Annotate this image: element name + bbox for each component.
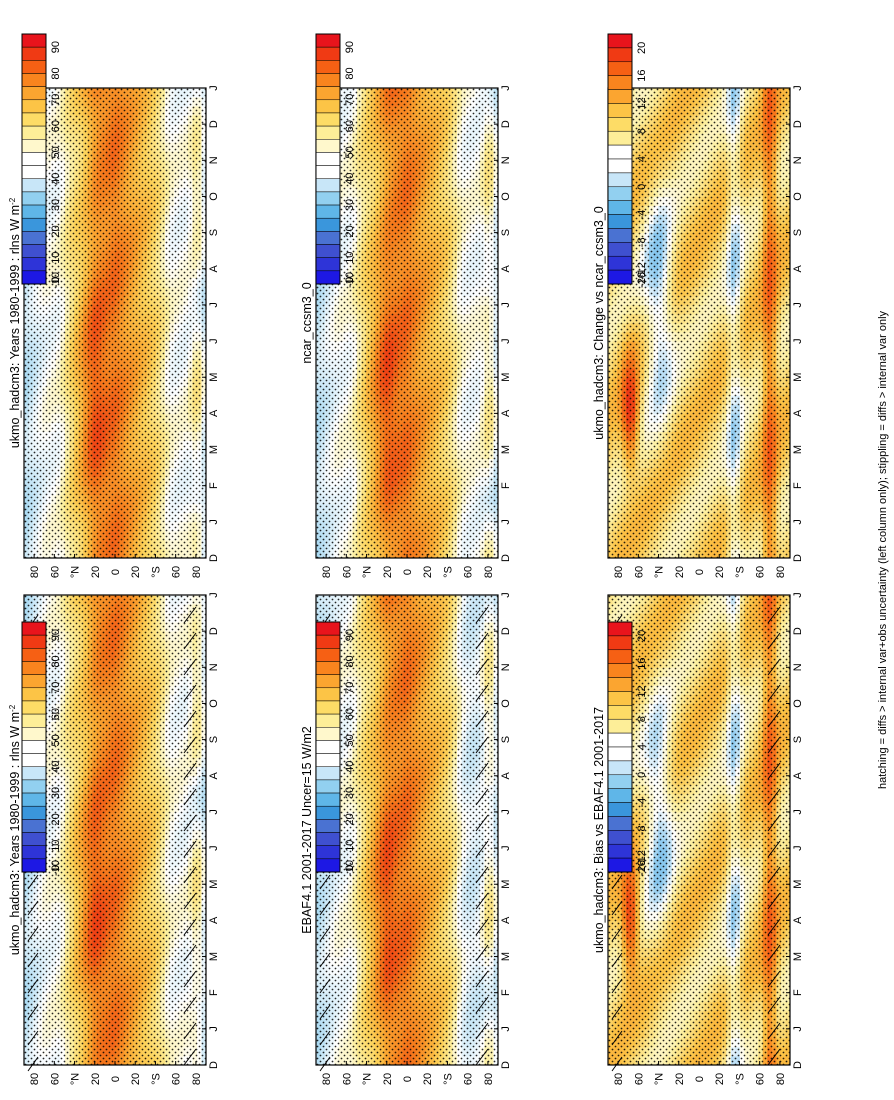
- hatch-mark: [27, 900, 39, 916]
- latitude-tick-label: 60: [49, 566, 61, 578]
- hatch-mark: [27, 926, 39, 942]
- month-tick-label: D: [208, 554, 220, 562]
- month-tick-label: J: [208, 809, 220, 815]
- hatch-mark: [183, 996, 197, 1014]
- hatch-mark: [183, 684, 197, 702]
- latitude-tick-label: °S: [150, 1073, 162, 1085]
- latitude-tick-label: 80: [191, 1073, 203, 1085]
- hatch-mark: [183, 710, 197, 728]
- latitude-tick-label: 80: [29, 566, 41, 578]
- latitude-tick-label: 20: [130, 566, 142, 578]
- latitude-tick-label: 0: [110, 1076, 122, 1082]
- latitude-tick-label: 60: [171, 566, 183, 578]
- month-tick-label: J: [208, 592, 220, 598]
- latitude-tick-label: 20: [90, 1073, 102, 1085]
- latitude-tick-label: 60: [49, 1073, 61, 1085]
- hatch-mark: [183, 1048, 197, 1066]
- hatch-mark: [183, 606, 197, 624]
- latitude-tick-label: °N: [70, 1073, 82, 1085]
- latitude-tick-label: 80: [29, 1073, 41, 1085]
- latitude-tick-label: °S: [150, 566, 162, 578]
- hatch-mark: [27, 952, 39, 968]
- hatch-mark: [183, 736, 197, 754]
- hatch-mark: [27, 978, 39, 994]
- hatch-mark: [183, 632, 197, 650]
- hatch-mark: [183, 762, 197, 780]
- title-superscript: -2: [8, 704, 17, 712]
- stippling: [24, 595, 206, 1065]
- stippling: [24, 88, 206, 558]
- month-tick-label: D: [208, 627, 220, 635]
- hatch-mark: [183, 944, 197, 962]
- hatch-mark: [183, 658, 197, 676]
- latitude-tick-label: 80: [191, 566, 203, 578]
- panel-title: ukmo_hadcm3: Years 1980-1999 : rlns W m-…: [8, 197, 23, 448]
- month-tick-label: J: [208, 302, 220, 308]
- title-superscript: -2: [8, 197, 17, 205]
- hatch-mark: [27, 1056, 39, 1072]
- month-tick-label: M: [208, 880, 220, 889]
- month-tick-label: J: [208, 1026, 220, 1032]
- month-tick-label: J: [208, 519, 220, 525]
- hatch-mark: [183, 1022, 197, 1040]
- hatch-mark: [27, 874, 39, 890]
- month-tick-label: D: [208, 120, 220, 128]
- month-tick-label: O: [208, 192, 220, 201]
- month-tick-label: N: [208, 663, 220, 671]
- month-tick-label: O: [208, 699, 220, 708]
- month-tick-label: A: [208, 916, 220, 924]
- hatch-mark: [183, 814, 197, 832]
- month-tick-label: M: [208, 445, 220, 454]
- month-tick-label: J: [208, 845, 220, 851]
- hatch-mark: [183, 892, 197, 910]
- month-tick-label: A: [208, 264, 220, 272]
- heatmap-panel-p2: D J F M A M J J A S O N D J 80 60 °N 20 0 20 °S 60 80 ukmo_hadc…: [8, 85, 221, 578]
- hatch-mark: [183, 788, 197, 806]
- latitude-tick-label: 60: [171, 1073, 183, 1085]
- latitude-tick-label: 0: [110, 569, 122, 575]
- hatch-mark: [183, 918, 197, 936]
- month-tick-label: S: [208, 229, 220, 236]
- hatch-mark: [183, 970, 197, 988]
- month-tick-label: N: [208, 156, 220, 164]
- month-tick-label: F: [208, 482, 220, 489]
- month-tick-label: A: [208, 771, 220, 779]
- month-tick-label: J: [208, 338, 220, 344]
- month-tick-label: J: [208, 85, 220, 91]
- month-tick-label: M: [208, 373, 220, 382]
- month-tick-label: D: [208, 1061, 220, 1069]
- hatch-mark: [27, 1030, 39, 1046]
- panel-title: ukmo_hadcm3: Years 1980-1999 : rlns W m-…: [8, 704, 23, 955]
- hatch-mark: [27, 1004, 39, 1020]
- hatch-mark: [183, 840, 197, 858]
- month-tick-label: M: [208, 952, 220, 961]
- month-tick-label: A: [208, 409, 220, 417]
- latitude-tick-label: 20: [90, 566, 102, 578]
- latitude-tick-label: °N: [70, 566, 82, 578]
- hatch-mark: [183, 866, 197, 884]
- month-tick-label: S: [208, 736, 220, 743]
- month-tick-label: F: [208, 989, 220, 996]
- latitude-tick-label: 20: [130, 1073, 142, 1085]
